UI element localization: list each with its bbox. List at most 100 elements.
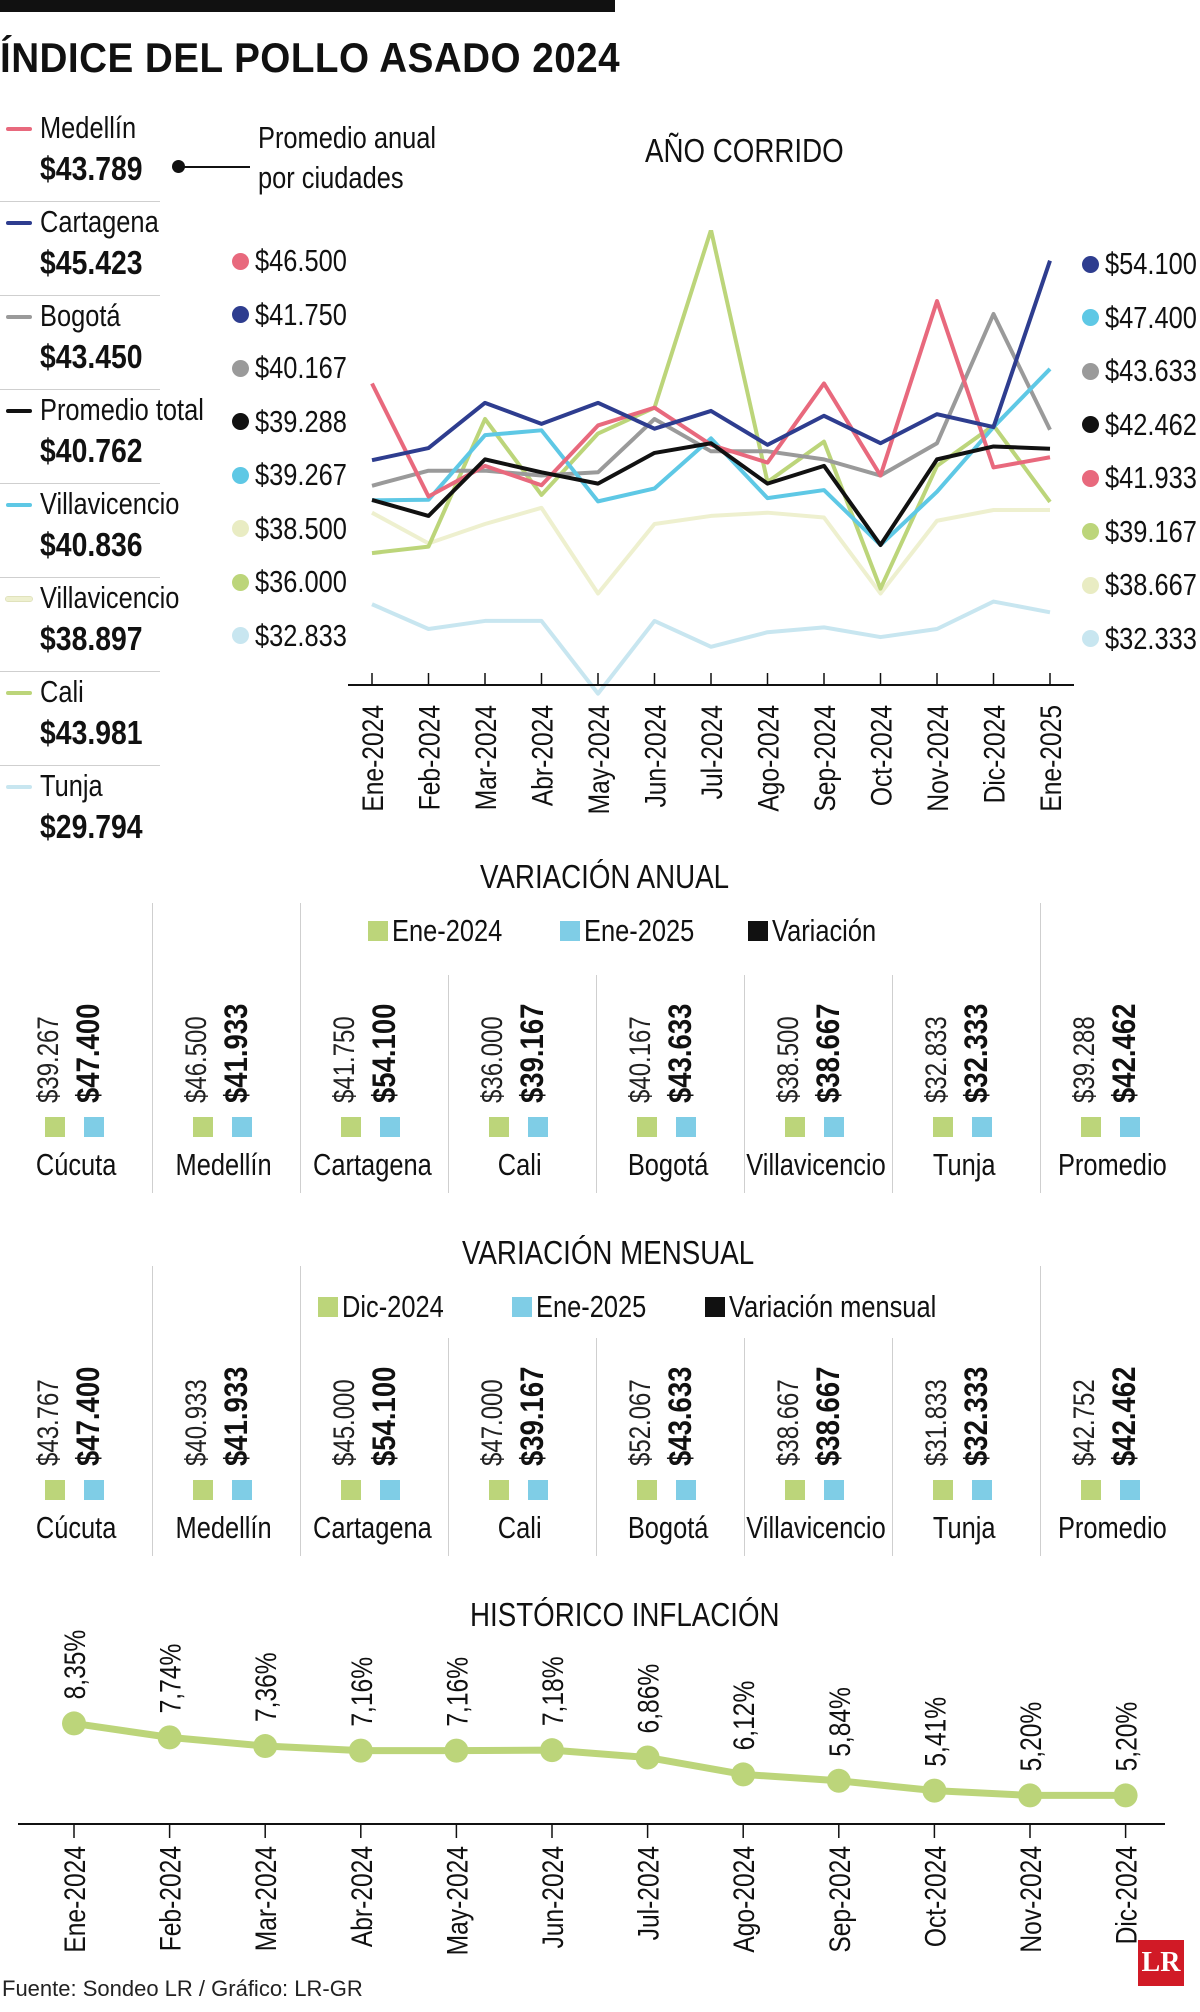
series-value-label: $43.633: [1082, 353, 1200, 389]
series-value-text: $54.100: [1105, 246, 1197, 281]
inflation-value-label: 7,36%: [249, 1652, 283, 1722]
legend-item: Medellín $43.789: [0, 108, 160, 202]
series-value-label: $32.333: [1082, 621, 1200, 657]
series-value-text: $32.333: [1105, 620, 1197, 656]
swatch-before: [341, 1117, 361, 1137]
city-name: Cali: [498, 1147, 542, 1182]
city-name-cell: Promedio: [1022, 1510, 1200, 1546]
series-value-label: $40.167: [232, 350, 367, 386]
value-before: $52.067: [624, 1379, 657, 1466]
inflation-point: [348, 1738, 373, 1763]
value-before: $45.000: [328, 1379, 361, 1466]
series-dot-icon: [1082, 469, 1099, 487]
city-name: Promedio: [1057, 1147, 1167, 1182]
legend-key-swatch: [560, 921, 580, 941]
x-tick-label: Jun-2024: [638, 705, 672, 808]
legend-city-value: $40.836: [40, 526, 143, 563]
legend-city-name: Cartagena: [40, 204, 159, 239]
legend-city-value: $43.450: [40, 338, 143, 375]
legend-swatch: [5, 596, 33, 602]
x-tick-label: Mar-2024: [469, 705, 503, 810]
value-after: $54.100: [366, 1003, 402, 1103]
value-before: $42.752: [1068, 1379, 1101, 1466]
legend-item: Promedio total $40.762: [0, 390, 204, 484]
top-rule: [0, 0, 615, 12]
legend-item: Cali $43.981: [0, 672, 160, 766]
swatch-after: [1120, 1480, 1140, 1500]
legend-city-name: Bogotá: [40, 298, 121, 333]
swatch-before: [785, 1117, 805, 1137]
value-before: $38.667: [772, 1379, 805, 1466]
series-dot-icon: [1082, 309, 1099, 326]
x-tick-label: Jun-2024: [536, 1846, 570, 1949]
column-divider: [892, 1338, 893, 1556]
value-before: $41.750: [328, 1016, 361, 1103]
legend-key-label: Variación mensual: [729, 1289, 937, 1324]
column-divider: [596, 1338, 597, 1556]
legend-key-item: Ene-2025: [560, 913, 718, 949]
city-name-cell: Bogotá: [578, 1510, 758, 1546]
legend-item: Bogotá $43.450: [0, 296, 160, 390]
series-value-text: $32.833: [255, 617, 347, 653]
city-name: Tunja: [932, 1147, 996, 1182]
series-value-label: $47.400: [1082, 300, 1200, 336]
legend-city-name: Cali: [40, 674, 84, 709]
series-dot-icon: [1082, 362, 1099, 380]
swatch-after: [528, 1117, 548, 1137]
legend-city-value: $29.794: [40, 808, 143, 845]
x-tick-label: Ago-2024: [751, 705, 785, 812]
x-tick-label: Oct-2024: [864, 705, 898, 806]
x-tick-label: Ene-2024: [356, 705, 390, 812]
callout-marker: [172, 160, 185, 173]
value-after: $43.633: [662, 1003, 698, 1103]
series-value-text: $46.500: [255, 243, 347, 278]
swatch-before: [489, 1117, 509, 1137]
x-tick-label: Abr-2024: [525, 705, 559, 806]
value-before: $40.167: [624, 1016, 657, 1103]
city-name-cell: Villavicencio: [726, 1510, 906, 1546]
swatch-after: [380, 1480, 400, 1500]
column-divider: [744, 1338, 745, 1556]
chart-title-ano-corrido: AÑO CORRIDO: [645, 132, 844, 169]
series-line: [371, 260, 1052, 463]
inflation-point: [826, 1768, 851, 1793]
legend-key-item: Dic-2024: [318, 1289, 466, 1325]
city-name: Bogotá: [627, 1147, 709, 1182]
value-before: $46.500: [180, 1016, 213, 1103]
legend-key-label: Ene-2025: [536, 1289, 647, 1324]
legend-city-value: $38.897: [40, 620, 143, 657]
value-before: $39.267: [32, 1016, 65, 1103]
legend-key-item: Variación mensual: [705, 1289, 982, 1325]
legend-key-item: Ene-2024: [368, 913, 526, 949]
legend-callout: Promedio anual por ciudades: [258, 118, 436, 198]
city-name-cell: Bogotá: [578, 1147, 758, 1183]
series-dot-icon: [1082, 255, 1099, 273]
series-value-label: $41.933: [1082, 460, 1200, 496]
swatch-after: [1120, 1117, 1140, 1137]
inflation-point: [1113, 1783, 1138, 1808]
swatch-before: [785, 1480, 805, 1500]
series-value-label: $32.833: [232, 618, 367, 654]
swatch-before: [1081, 1117, 1101, 1137]
column-divider: [1040, 1266, 1041, 1556]
inflation-value-label: 5,84%: [822, 1687, 856, 1757]
chart-title-variacion-mensual: VARIACIÓN MENSUAL: [462, 1234, 755, 1271]
x-tick-label: May-2024: [582, 705, 616, 814]
series-value-text: $41.750: [255, 296, 347, 332]
inflation-point: [444, 1738, 469, 1763]
column-divider: [152, 1266, 153, 1556]
series-value-text: $41.933: [1105, 460, 1197, 495]
city-name: Cartagena: [312, 1510, 432, 1545]
page-title: ÍNDICE DEL POLLO ASADO 2024: [0, 34, 621, 81]
inflation-value-label: 5,20%: [1014, 1702, 1048, 1772]
series-value-text: $38.667: [1105, 567, 1197, 602]
city-name-cell: Cartagena: [282, 1510, 462, 1546]
legend-key-swatch: [318, 1297, 338, 1317]
legend-city-value: $43.789: [40, 150, 143, 187]
value-before: $47.000: [476, 1379, 509, 1466]
x-tick-label: Jul-2024: [695, 705, 729, 799]
legend-swatch: [6, 221, 32, 225]
swatch-before: [637, 1480, 657, 1500]
city-name: Cúcuta: [35, 1147, 117, 1182]
series-dot-icon: [232, 573, 249, 591]
